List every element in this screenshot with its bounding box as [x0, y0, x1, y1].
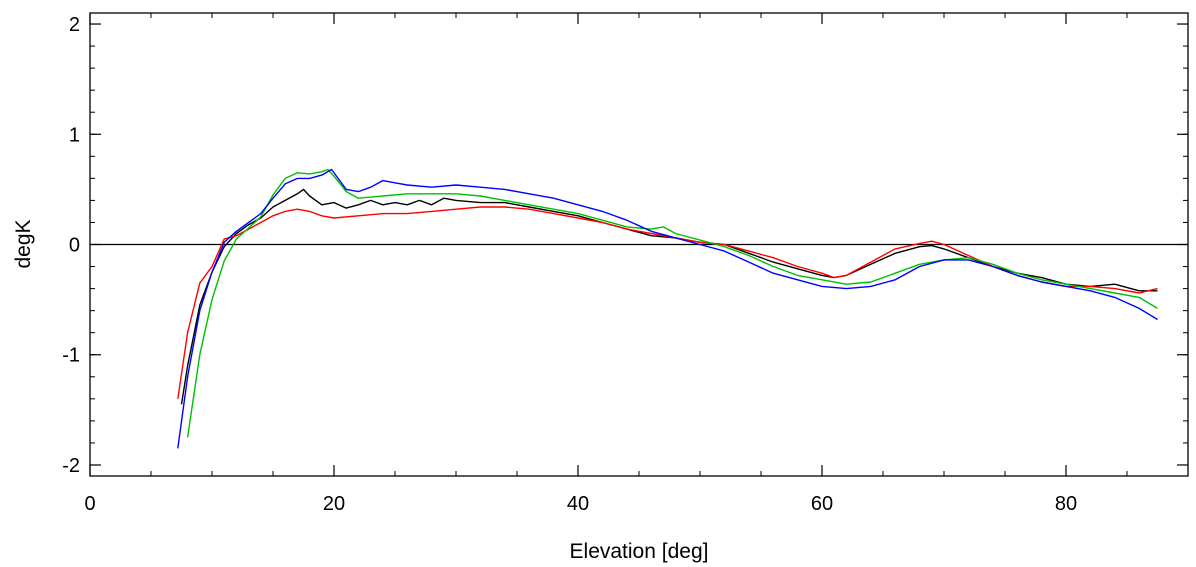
- y-tick-label: -2: [62, 455, 80, 477]
- series-line-3: [186, 168, 1158, 438]
- x-tick-label: 80: [1055, 493, 1077, 515]
- y-tick-label: 2: [69, 14, 80, 36]
- series-line-1: [180, 188, 1158, 405]
- x-tick-label: 20: [323, 493, 345, 515]
- y-tick-label: 0: [69, 235, 80, 257]
- x-tick-label: 0: [84, 493, 95, 515]
- x-axis-label: Elevation [deg]: [570, 540, 709, 563]
- y-axis-label: degK: [12, 219, 35, 268]
- y-tick-label: 1: [69, 124, 80, 146]
- major-ticks: [89, 13, 1188, 476]
- x-tick-label: 40: [567, 493, 589, 515]
- series-line-4: [177, 168, 1158, 449]
- y-tick-label: -1: [62, 345, 80, 367]
- tick-labels: 0 20 40 60 80 -2 -1 0 1 2: [62, 14, 1077, 515]
- series-group: [177, 168, 1158, 449]
- series-line-2: [177, 206, 1158, 399]
- x-tick-label: 60: [811, 493, 833, 515]
